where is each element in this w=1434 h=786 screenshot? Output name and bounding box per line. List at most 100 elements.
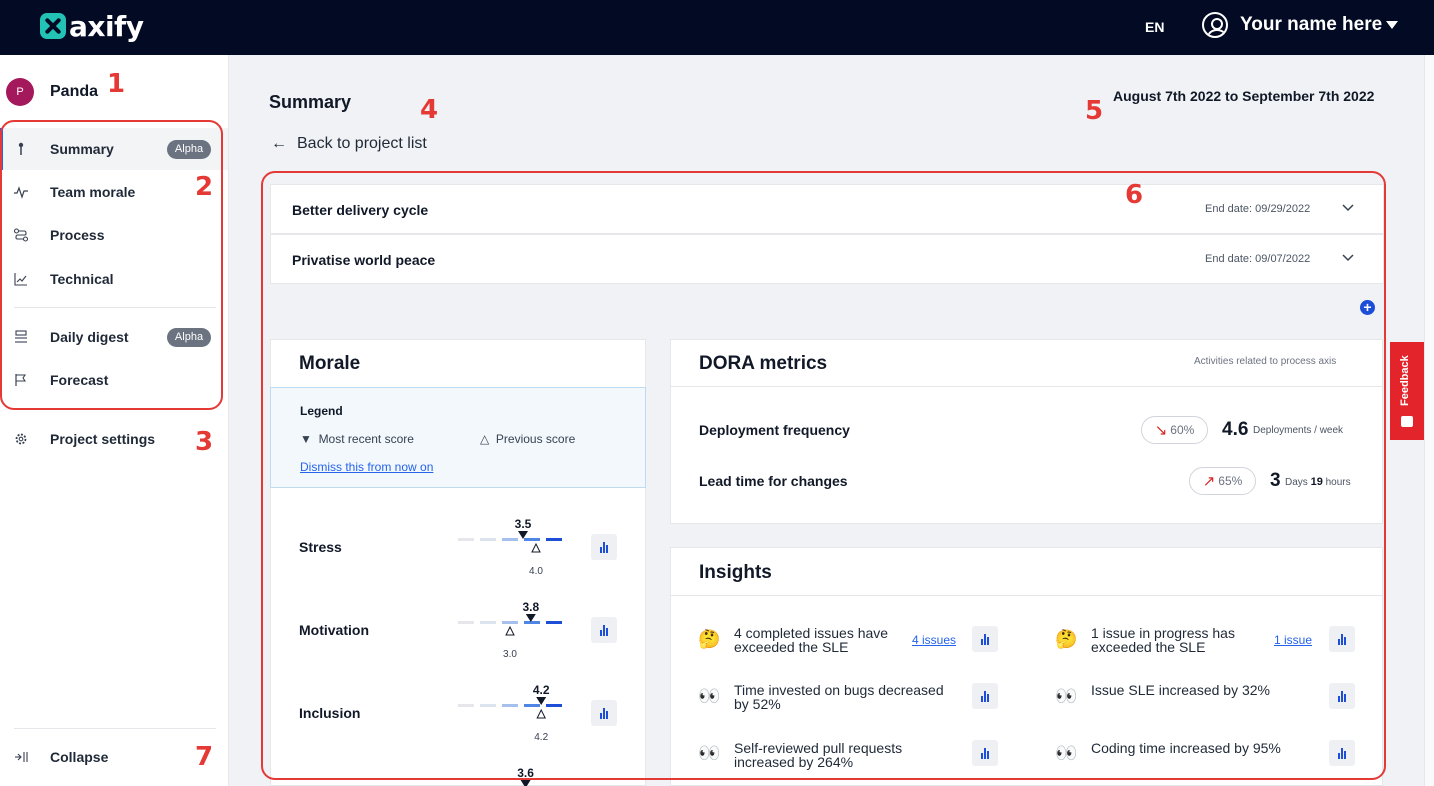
scale-segment [458, 621, 474, 624]
recent-score-marker [520, 780, 531, 786]
axify-logo[interactable]: axify [40, 9, 144, 43]
goal-end-date: End date: 09/07/2022 [1205, 253, 1311, 265]
legend-box: Legend ▼ Most recent score △ Previous sc… [270, 387, 646, 488]
annotation-box-nav [0, 120, 223, 410]
eyes-icon: 👀 [1055, 743, 1078, 763]
sidebar-item-forecast[interactable]: Forecast [0, 359, 228, 401]
sidebar-item-label: Project settings [50, 431, 156, 447]
recent-score-marker [525, 614, 536, 622]
insight-text: Coding time increased by 95% [1091, 740, 1281, 756]
bar-chart-icon[interactable] [972, 626, 998, 652]
morale-row-label: Inclusion [299, 705, 361, 721]
recent-score-value: 4.2 [532, 683, 550, 697]
legend-previous: △ Previous score [480, 432, 575, 446]
sidebar-divider [14, 728, 216, 729]
bar-chart-icon[interactable] [1329, 626, 1355, 652]
scale-segment [524, 621, 540, 624]
goal-row[interactable]: Better delivery cycle End date: 09/29/20… [270, 184, 1384, 234]
feedback-icon [1401, 416, 1413, 427]
insight-text: 1 issue in progress has exceeded the SLE [1091, 625, 1235, 655]
morale-title: Morale [299, 353, 361, 374]
axify-logo-icon [40, 13, 66, 39]
recent-score-value: 3.5 [514, 517, 532, 531]
language-selector[interactable]: EN [1145, 19, 1165, 35]
goal-row[interactable]: Privatise world peace End date: 09/07/20… [270, 234, 1384, 284]
recent-score-value: 3.8 [522, 600, 540, 614]
score-scale [458, 531, 562, 553]
dora-divider [670, 386, 1383, 387]
insight-text: 4 completed issues have exceeded the SLE [734, 625, 889, 655]
bar-chart-icon[interactable] [1329, 740, 1355, 766]
gear-icon [14, 432, 28, 446]
sidebar-item-summary[interactable]: Summary Alpha [0, 128, 228, 170]
chevron-down-icon[interactable] [1341, 250, 1355, 264]
logo-text: axify [69, 9, 144, 43]
scrollbar[interactable] [1424, 55, 1434, 786]
recent-score-marker [518, 531, 528, 539]
bar-chart-icon[interactable] [591, 534, 617, 560]
feedback-tab[interactable]: Feedback [1390, 342, 1424, 440]
bar-chart-icon[interactable] [591, 617, 617, 643]
insights-divider [670, 595, 1383, 596]
alpha-badge: Alpha [167, 328, 211, 347]
sidebar-item-team-morale[interactable]: Team morale [0, 171, 228, 213]
scale-segment [502, 704, 518, 707]
score-scale [520, 780, 531, 786]
user-menu[interactable]: Your name here [1202, 12, 1399, 38]
scale-segment [458, 538, 474, 541]
previous-score-value: 4.2 [534, 732, 549, 743]
add-goal-button[interactable]: + [1360, 300, 1375, 315]
scale-segment [480, 704, 496, 707]
scale-segment [524, 704, 540, 707]
goal-title: Privatise world peace [292, 252, 436, 268]
bar-chart-icon[interactable] [972, 683, 998, 709]
dismiss-legend-link[interactable]: Dismiss this from now on [300, 460, 434, 474]
change-pill: ↘ 60% [1141, 416, 1208, 444]
scale-segment [480, 621, 496, 624]
sidebar-item-project-settings[interactable]: Project settings [0, 418, 228, 460]
morale-row-label: Stress [299, 539, 342, 555]
annotation-number: 7 [195, 742, 214, 772]
dora-metric-unit: Deployments / week [1253, 425, 1344, 436]
scale-segment [546, 704, 562, 707]
legend-recent: ▼ Most recent score [300, 432, 414, 446]
sidebar-item-label: Forecast [50, 372, 109, 388]
pin-icon [14, 142, 28, 156]
top-bar: axify EN Your name here [0, 0, 1434, 55]
scale-segment [458, 704, 474, 707]
back-link-label: Back to project list [297, 135, 427, 152]
scale-segment [480, 538, 496, 541]
recent-score-marker [536, 697, 547, 705]
thinking-face-icon: 🤔 [698, 629, 721, 649]
chevron-down-icon[interactable] [1341, 200, 1355, 214]
back-to-project-list-link[interactable]: ← Back to project list [271, 135, 427, 153]
bar-chart-icon[interactable] [972, 740, 998, 766]
sidebar-item-process[interactable]: Process [0, 214, 228, 256]
annotation-number: 1 [107, 69, 126, 99]
collapse-button[interactable]: Collapse [0, 736, 228, 778]
thinking-face-icon: 🤔 [1055, 629, 1078, 649]
insight-issues-link[interactable]: 4 issues [912, 633, 957, 647]
previous-score-value: 3.0 [503, 649, 517, 660]
feedback-label: Feedback [1399, 355, 1411, 406]
recent-score-value: 3.6 [517, 766, 534, 780]
eyes-icon: 👀 [1055, 686, 1078, 706]
user-name: Your name here [1240, 14, 1383, 35]
trend-chart-icon [14, 272, 28, 286]
user-circle-icon [1202, 12, 1228, 38]
sidebar-item-daily-digest[interactable]: Daily digest Alpha [0, 316, 228, 358]
project-header: P Panda [6, 78, 98, 106]
eyes-icon: 👀 [698, 686, 721, 706]
dora-metric-value: 3 [1270, 470, 1281, 491]
dora-card [670, 339, 1383, 524]
previous-score-marker [505, 625, 515, 636]
sidebar-item-technical[interactable]: Technical [0, 258, 228, 300]
triangle-up-outline-icon: △ [480, 432, 490, 446]
bar-chart-icon[interactable] [591, 700, 617, 726]
legend-recent-label: Most recent score [318, 432, 414, 446]
dora-title: DORA metrics [699, 353, 828, 374]
bar-chart-icon[interactable] [1329, 683, 1355, 709]
insight-issues-link[interactable]: 1 issue [1274, 633, 1313, 647]
change-value: 65% [1218, 474, 1243, 488]
previous-score-marker [536, 708, 547, 719]
